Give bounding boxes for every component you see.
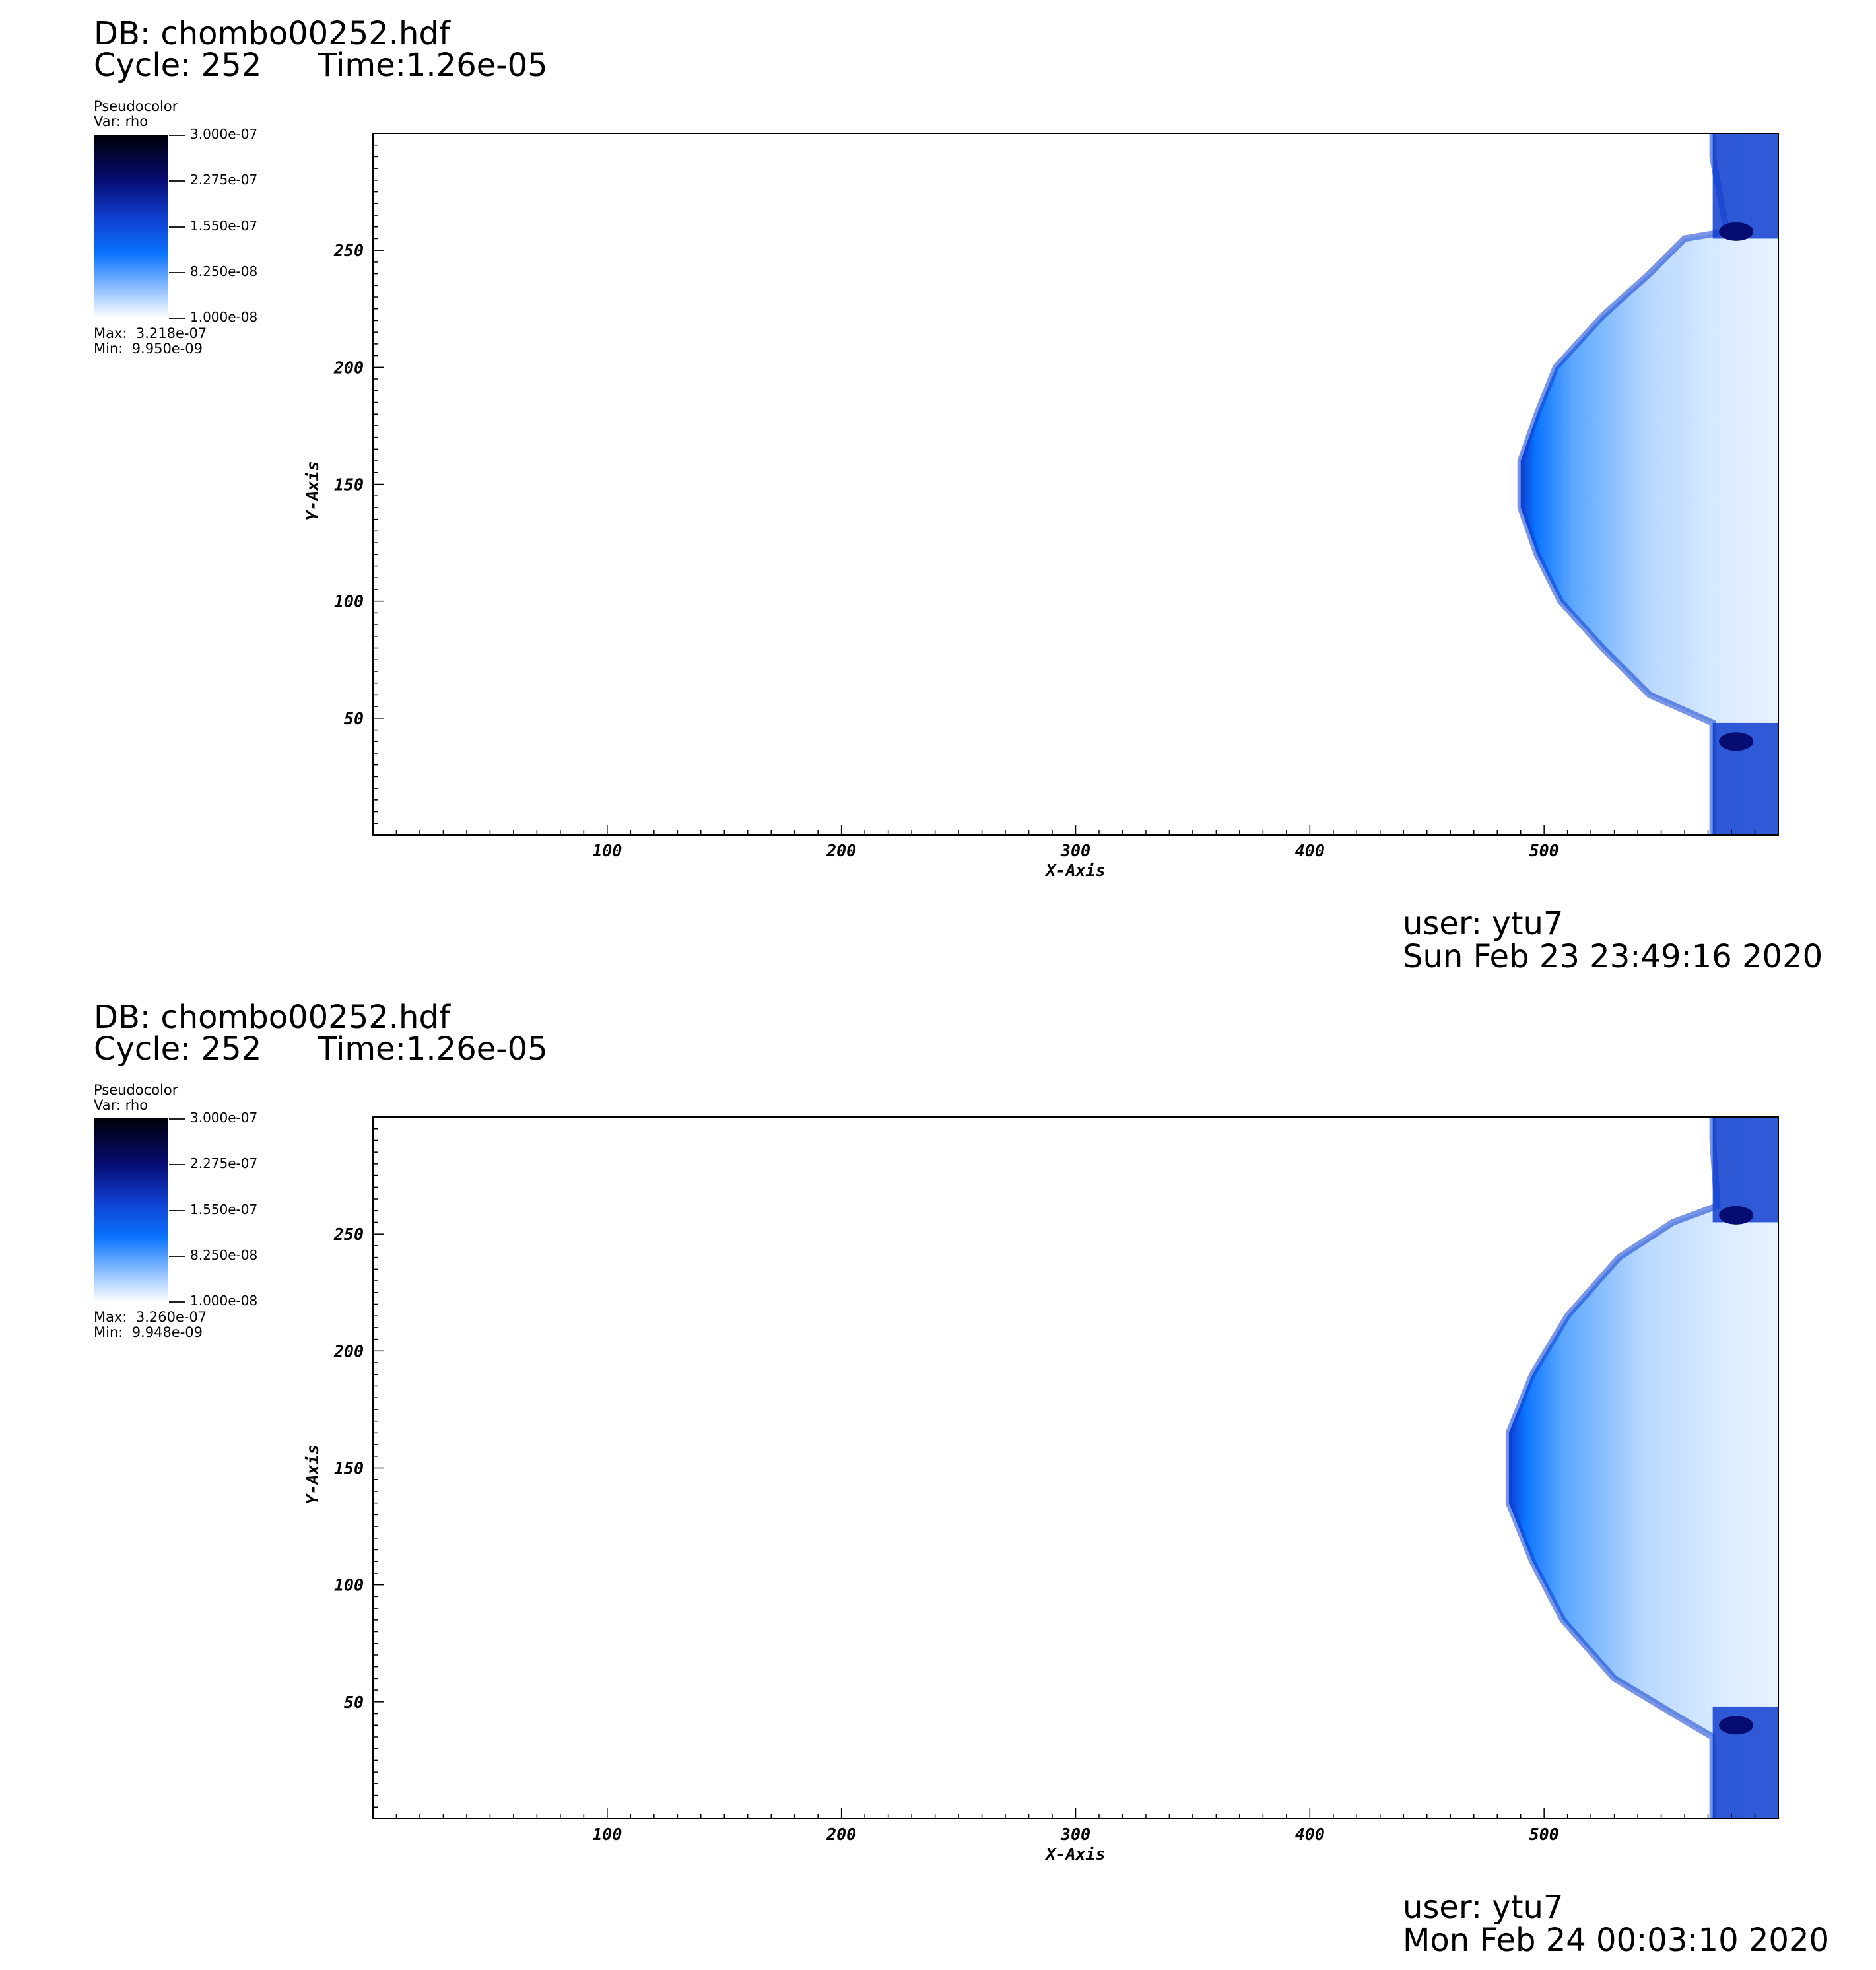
colorbar-tick [169, 135, 185, 136]
legend-min: Min: 9.948e-09 [94, 1324, 203, 1340]
colorbar-tick-label: 2.275e-07 [190, 1155, 258, 1171]
colorbar-tick-label: 1.550e-07 [190, 218, 258, 234]
colorbar-tick-label: 1.000e-08 [190, 309, 258, 325]
x-tick-label: 300 [1060, 1825, 1090, 1844]
colorbar [94, 135, 168, 318]
plot-area: 100 200 300 400 500 50 100 150 200 250 X-Axis Y-Axi… [303, 133, 1779, 880]
colorbar-tick [169, 1164, 185, 1165]
y-tick-label: 100 [334, 1576, 364, 1595]
dense-knot [1719, 1716, 1754, 1735]
colorbar-tick-label: 1.550e-07 [190, 1202, 258, 1217]
x-tick-label: 400 [1295, 841, 1325, 860]
colorbar-tick-label: 8.250e-08 [190, 263, 258, 279]
colorbar-tick-label: 8.250e-08 [190, 1247, 258, 1263]
database-label: DB: chombo00252.hdf [94, 15, 450, 52]
x-tick-label: 500 [1529, 841, 1559, 860]
colorbar-tick [169, 1118, 185, 1120]
legend-max: Max: 3.218e-07 [94, 325, 207, 341]
colorbar-tick-label: 2.275e-07 [190, 172, 258, 187]
y-tick-label: 50 [344, 709, 364, 728]
shock-front [1517, 133, 1731, 835]
colorbar-tick [169, 272, 185, 273]
cycle-label: Cycle: 252 [94, 47, 262, 84]
y-axis-title: Y-Axis [303, 1444, 322, 1504]
legend-variable: Var: rho [94, 114, 149, 129]
legend-max: Max: 3.260e-07 [94, 1309, 207, 1325]
dense-band-top [1712, 1117, 1778, 1223]
colorbar-tick [169, 1210, 185, 1211]
x-tick-label: 500 [1529, 1825, 1559, 1844]
y-tick-label: 200 [333, 1342, 364, 1361]
y-tick-label: 100 [334, 592, 364, 611]
colorbar-tick [169, 318, 185, 319]
colorbar-tick [169, 1301, 185, 1303]
dense-knot [1719, 1206, 1754, 1225]
x-axis-title: X-Axis [1044, 1845, 1105, 1864]
user-label: user: ytu7 [1403, 905, 1564, 942]
y-axis-title: Y-Axis [303, 461, 322, 520]
y-tick-label: 150 [334, 475, 364, 494]
plot-panel: DB: chombo00252.hdf Cycle: 252 Time:1.26e… [0, 984, 1876, 1967]
x-tick-label: 200 [826, 841, 856, 860]
cycle-time-line: Cycle: 252 Time:1.26e-05 [94, 1032, 548, 1066]
legend-title: Pseudocolor [94, 1082, 178, 1098]
x-tick-label: 100 [592, 1825, 622, 1844]
colorbar-tick-label: 1.000e-08 [190, 1293, 258, 1308]
x-axis-title: X-Axis [1044, 861, 1105, 880]
y-tick-label: 150 [334, 1459, 364, 1478]
colorbar-tick [169, 226, 185, 228]
date-label: Sun Feb 23 23:49:16 2020 [1403, 938, 1823, 975]
dense-band-top [1712, 133, 1778, 239]
y-tick-label: 250 [333, 1225, 364, 1244]
database-label: DB: chombo00252.hdf [94, 999, 450, 1036]
colorbar-tick [169, 180, 185, 182]
cycle-label: Cycle: 252 [94, 1031, 262, 1068]
colorbar [94, 1118, 168, 1302]
legend-min: Min: 9.950e-09 [94, 341, 203, 357]
time-label: Time:1.26e-05 [318, 1031, 548, 1068]
date-label: Mon Feb 24 00:03:10 2020 [1403, 1922, 1830, 1959]
legend-title: Pseudocolor [94, 98, 178, 114]
density-region [1520, 133, 1778, 835]
colorbar-tick [169, 1256, 185, 1257]
y-tick-label: 200 [333, 358, 364, 377]
y-tick-label: 250 [333, 241, 364, 260]
dense-knot [1719, 732, 1754, 751]
cycle-time-line: Cycle: 252 Time:1.26e-05 [94, 48, 548, 83]
x-tick-label: 100 [592, 841, 622, 860]
shock-front [1505, 1117, 1721, 1819]
dense-knot [1719, 222, 1754, 241]
colorbar-tick-label: 3.000e-07 [190, 126, 258, 142]
y-tick-label: 50 [344, 1693, 364, 1712]
density-region [1508, 1117, 1778, 1819]
x-tick-label: 200 [826, 1825, 856, 1844]
legend-variable: Var: rho [94, 1097, 149, 1113]
user-label: user: ytu7 [1403, 1889, 1564, 1926]
x-tick-label: 300 [1060, 841, 1090, 860]
x-tick-label: 400 [1295, 1825, 1325, 1844]
colorbar-tick-label: 3.000e-07 [190, 1110, 258, 1126]
time-label: Time:1.26e-05 [318, 47, 548, 84]
plot-panel: DB: chombo00252.hdf Cycle: 252 Time:1.26e… [0, 0, 1876, 984]
plot-area: 100 200 300 400 500 50 100 150 200 250 X-Axis Y-Axi… [303, 1116, 1779, 1864]
